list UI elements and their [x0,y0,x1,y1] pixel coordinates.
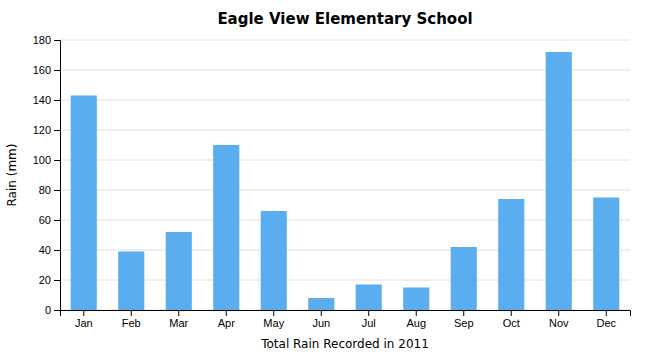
x-tick: Feb [122,310,141,329]
y-tick: 40 [39,244,60,256]
tick-label: Feb [122,317,141,329]
grid-line [60,130,630,131]
tick-mark [131,310,132,316]
tick-mark [54,190,60,191]
x-tick: Dec [596,310,616,329]
tick-mark [54,280,60,281]
x-tick: Jun [312,310,330,329]
bar [593,198,619,311]
x-tick: Apr [218,310,235,329]
y-tick: 0 [45,304,60,316]
tick-label: Jun [312,317,330,329]
y-tick: 160 [33,64,60,76]
bar [118,252,144,311]
y-tick: 20 [39,274,60,286]
bar [308,298,334,310]
tick-mark [558,310,559,316]
tick-label: Nov [549,317,569,329]
tick-label: Jan [75,317,93,329]
chart: 020406080100120140160180JanFebMarAprMayJ… [0,0,650,360]
axis-line [61,311,631,317]
x-axis-title: Total Rain Recorded in 2011 [260,337,429,351]
tick-mark [511,310,512,316]
bars [71,52,620,310]
tick-label: 80 [39,184,51,196]
tick-mark [463,310,464,316]
tick-label: Oct [503,317,520,329]
tick-label: 100 [33,154,51,166]
tick-mark [54,130,60,131]
tick-mark [54,250,60,251]
x-tick: Oct [503,310,520,329]
grid-line [60,100,630,101]
title: Eagle View Elementary School [217,10,472,28]
bar [213,145,239,310]
tick-label: May [263,317,284,329]
grid-line [60,160,630,161]
x-tick: Sep [454,310,474,329]
x-axis: Jan Feb Mar Apr May Jun Jul Aug Sep Oct Nov Dec [61,310,631,329]
y-tick: 120 [33,124,60,136]
tick-label: 160 [33,64,51,76]
axis-line [54,41,61,311]
tick-label: 120 [33,124,51,136]
bar [403,288,429,311]
tick-label: Apr [218,317,235,329]
grid-line [60,190,630,191]
x-tick: Mar [169,310,188,329]
y-axis-title: Rain (mm) [5,144,19,207]
x-tick: Nov [549,310,569,329]
y-tick: 80 [39,184,60,196]
bar [451,247,477,310]
x-tick: Aug [406,310,426,329]
tick-label: 0 [45,304,51,316]
tick-mark [54,100,60,101]
y-tick: 60 [39,214,60,226]
y-tick: 140 [33,94,60,106]
tick-label: Sep [454,317,474,329]
bar [166,232,192,310]
tick-label: 140 [33,94,51,106]
grid-line [60,220,630,221]
tick-mark [273,310,274,316]
tick-mark [54,310,60,311]
bar [356,285,382,311]
tick-mark [368,310,369,316]
y-axis: 0 20 40 60 80 100 120 140 160 180 [33,34,61,316]
tick-mark [54,40,60,41]
bar [498,199,524,310]
grid-line [60,70,630,71]
tick-mark [54,160,60,161]
tick-mark [54,70,60,71]
tick-label: Dec [596,317,616,329]
tick-mark [83,310,84,316]
x-tick: Jul [362,310,376,329]
tick-mark [226,310,227,316]
tick-mark [178,310,179,316]
tick-label: Jul [362,317,376,329]
tick-mark [606,310,607,316]
x-tick: Jan [75,310,93,329]
tick-label: Aug [406,317,426,329]
tick-label: Mar [169,317,188,329]
bar [546,52,572,310]
bar [261,211,287,310]
bar [71,96,97,311]
tick-mark [416,310,417,316]
x-tick: May [263,310,284,329]
grid-line [60,280,630,281]
tick-label: 60 [39,214,51,226]
plot-area: 020406080100120140160180JanFebMarAprMayJ… [33,34,631,329]
tick-mark [321,310,322,316]
tick-mark [54,220,60,221]
tick-label: 40 [39,244,51,256]
y-tick: 100 [33,154,60,166]
tick-label: 180 [33,34,51,46]
y-tick: 180 [33,34,60,46]
tick-label: 20 [39,274,51,286]
grid-line [60,40,630,41]
grid-line [60,250,630,251]
grid [60,40,630,310]
